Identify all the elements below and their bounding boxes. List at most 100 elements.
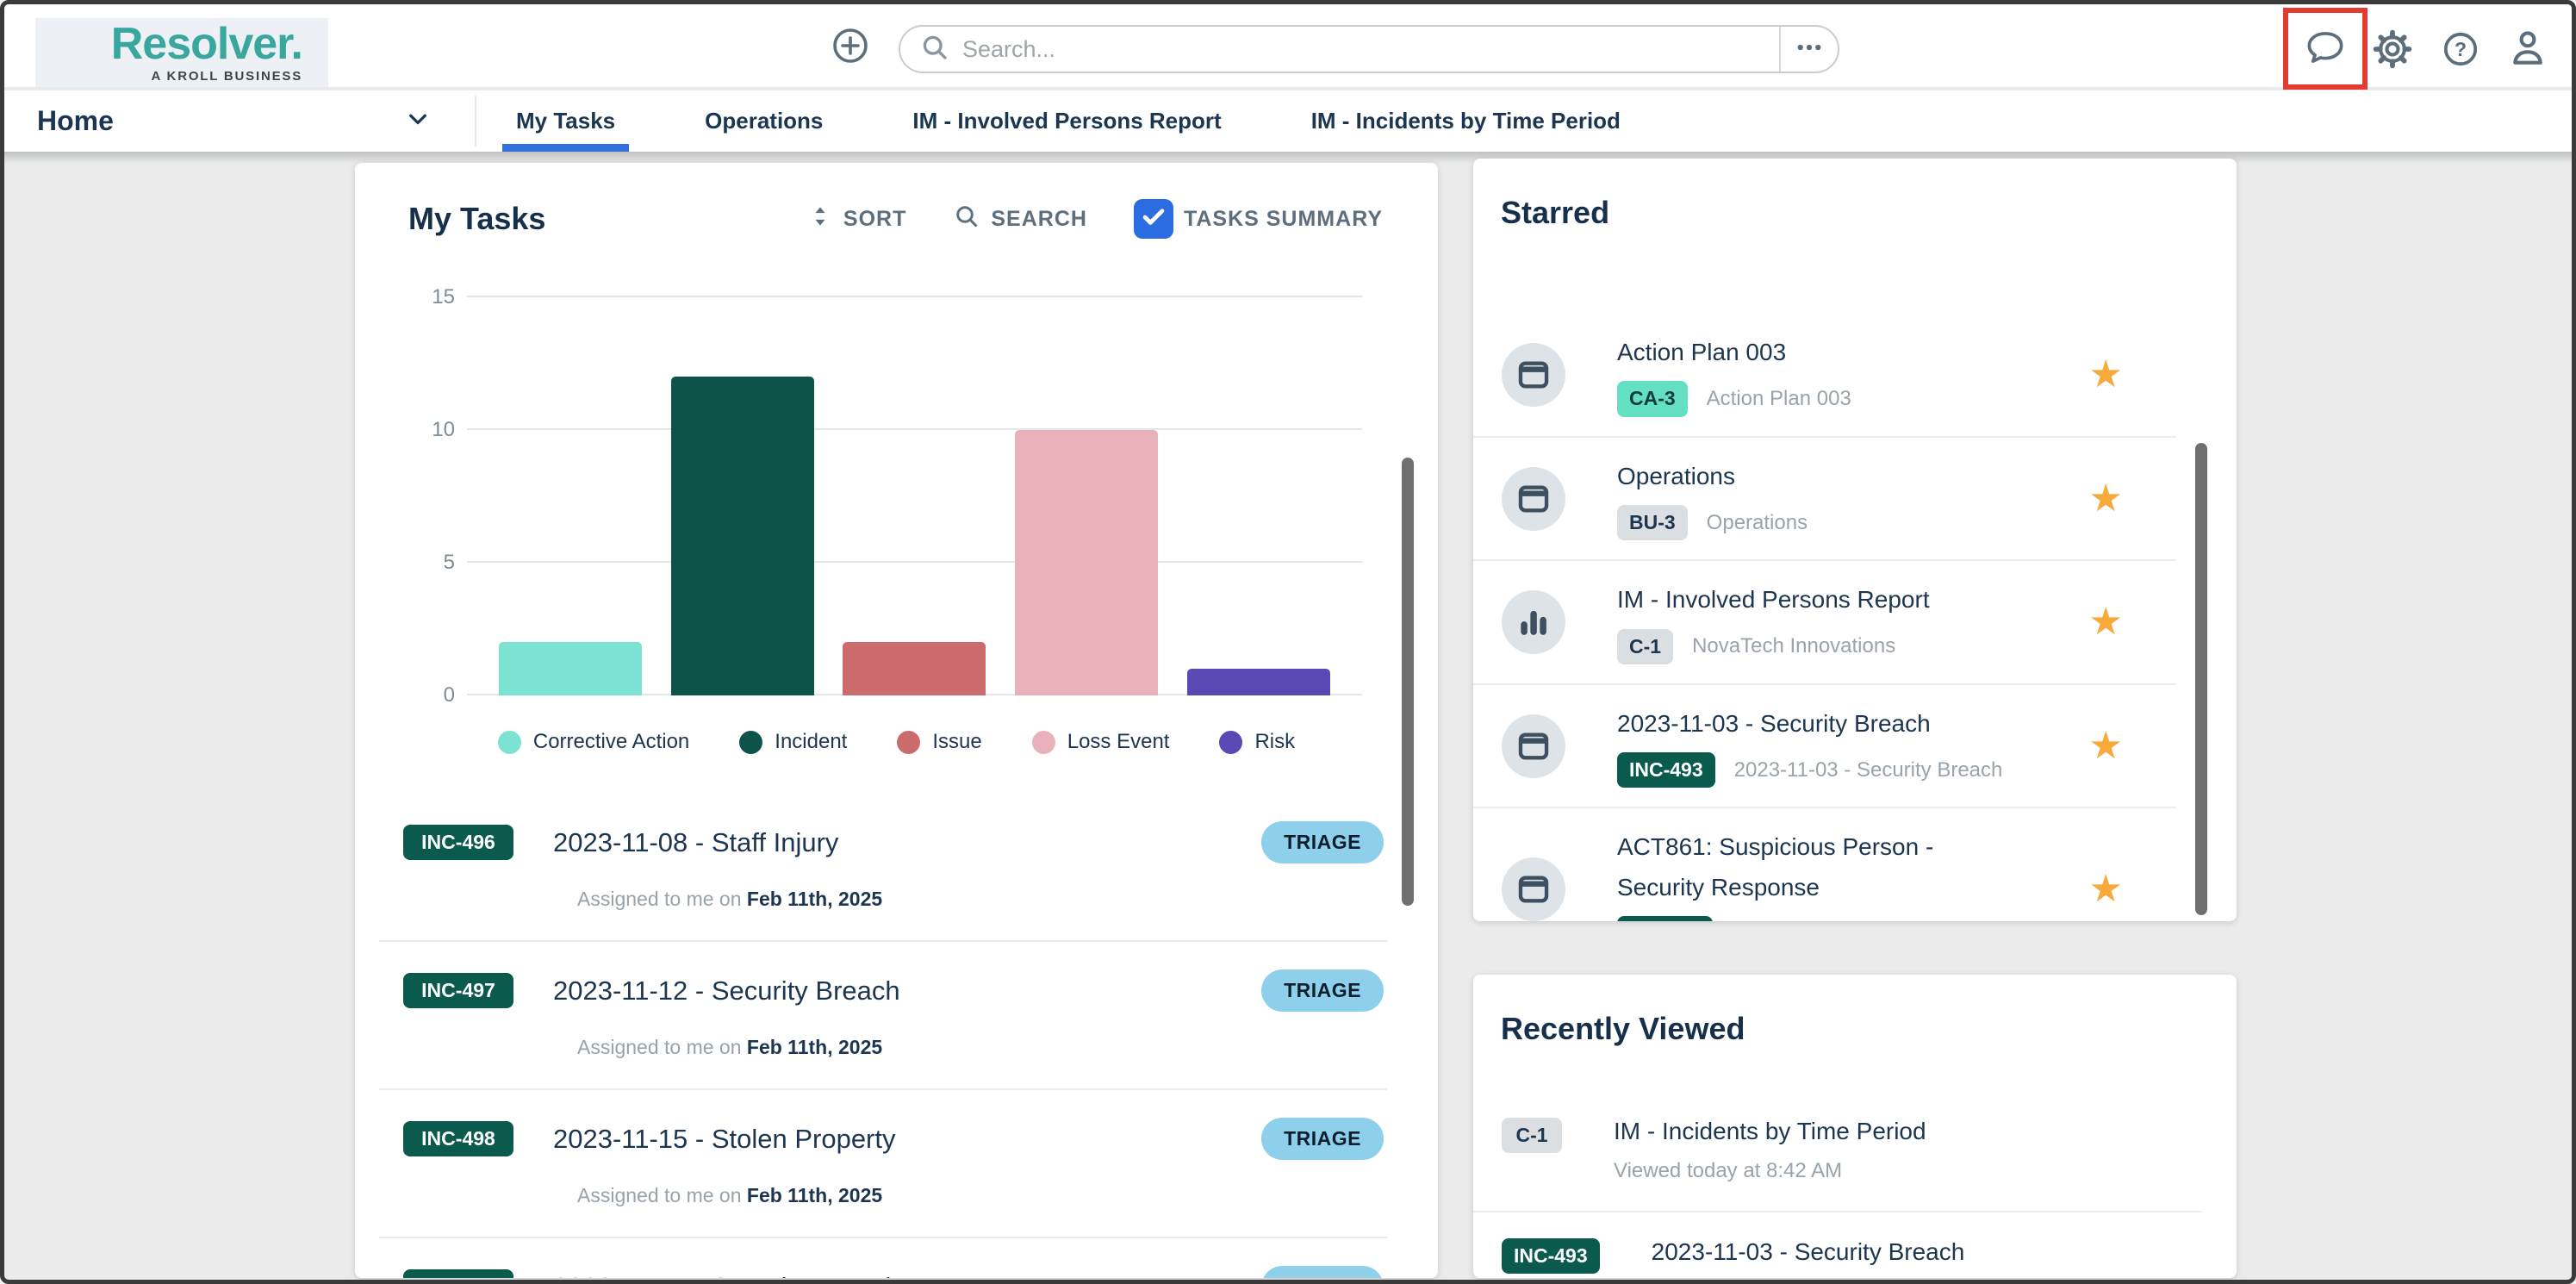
legend-label: Issue (932, 730, 982, 753)
create-new-button[interactable] (830, 26, 871, 67)
chart-bar-slot (1015, 297, 1159, 695)
starred-item[interactable]: ACT861: Suspicious Person - Security Res… (1473, 807, 2176, 921)
annotation-highlight-box (2283, 8, 2368, 90)
task-title: 2023-11-17 - Security Breach (553, 1272, 1261, 1279)
starred-item[interactable]: 2023-11-03 - Security Breach INC-493 2023-… (1473, 683, 2176, 807)
chart-bar-loss-event (1015, 430, 1159, 695)
tasks-summary-toggle[interactable]: TASKS SUMMARY (1133, 199, 1383, 239)
sort-button[interactable]: SORT (807, 203, 906, 235)
tab-operations[interactable]: Operations (705, 108, 824, 134)
star-icon[interactable]: ★ (2088, 868, 2123, 911)
starred-list: Action Plan 003 CA-3 Action Plan 003 ★ Opera… (1473, 314, 2176, 921)
starred-scrollbar[interactable] (2195, 443, 2207, 915)
task-id-badge: INC-497 (403, 972, 513, 1009)
sort-icon (807, 203, 833, 235)
task-list: INC-496 2023-11-08 - Staff Injury TRIAGE As… (379, 794, 1387, 1278)
my-tasks-controls: SORT SEARCH TASKS SUMMARY (807, 199, 1383, 239)
recent-item-badge: INC-493 (1502, 1238, 1600, 1275)
search-divider (1779, 27, 1781, 72)
star-icon[interactable]: ★ (2088, 477, 2123, 520)
nav-divider (475, 96, 476, 146)
tasks-summary-checkbox[interactable] (1133, 199, 1173, 239)
search-label: SEARCH (991, 206, 1087, 231)
user-account-button[interactable] (2505, 27, 2550, 72)
recent-item-title: 2023-11-03 - Security Breach (1651, 1238, 1965, 1265)
person-icon (2505, 26, 2550, 73)
my-tasks-header: My Tasks SORT SEARCH (355, 163, 1438, 239)
star-icon[interactable]: ★ (2088, 353, 2123, 396)
legend-item-loss-event: Loss Event (1031, 730, 1170, 754)
legend-item-incident: Incident (739, 730, 847, 754)
tab-im-incidents-by-time-period[interactable]: IM - Incidents by Time Period (1310, 108, 1621, 134)
starred-item[interactable]: Operations BU-3 Operations ★ (1473, 436, 2176, 559)
legend-swatch (1031, 730, 1055, 754)
task-search-button[interactable]: SEARCH (953, 203, 1087, 236)
search-options-button[interactable] (1781, 27, 1838, 72)
task-row[interactable]: INC-497 2023-11-12 - Security Breach TRIAG… (379, 940, 1387, 1088)
home-dropdown-label: Home (37, 105, 114, 136)
help-button[interactable]: ? (2440, 29, 2481, 71)
recent-item-badge: C-1 (1502, 1118, 1562, 1154)
starred-item-title: ACT861: Suspicious Person - Security Res… (1617, 833, 1934, 901)
task-row[interactable]: INC-496 2023-11-08 - Staff Injury TRIAGE As… (379, 794, 1387, 940)
recently-viewed-item[interactable]: C-1 IM - Incidents by Time Period Viewed t… (1473, 1092, 2202, 1211)
y-axis-label: 15 (432, 285, 455, 309)
recently-viewed-title: Recently Viewed (1501, 1011, 1745, 1046)
sort-label: SORT (843, 206, 907, 231)
starred-item-title: Action Plan 003 (1617, 339, 1787, 366)
recent-item-title: IM - Incidents by Time Period (1614, 1118, 1926, 1144)
tasks-summary-chart: 0 5 10 15 (432, 285, 1362, 707)
tasks-summary-label: TASKS SUMMARY (1183, 206, 1383, 231)
task-assigned-text: Assigned to me on Feb 11th, 2025 (577, 888, 883, 910)
resolver-logo[interactable]: Resolver. A KROLL BUSINESS (35, 18, 328, 87)
my-tasks-scrollbar[interactable] (1402, 458, 1414, 906)
starred-item-subtitle: NovaTech Innovations (1692, 634, 1896, 658)
starred-title: Starred (1501, 195, 1610, 230)
nav-row: Home My Tasks Operations IM - Involved Per… (4, 90, 2572, 152)
svg-text:?: ? (2455, 38, 2467, 60)
starred-item[interactable]: IM - Involved Persons Report C-1 NovaTech … (1473, 559, 2176, 683)
task-row[interactable]: INC-498 2023-11-15 - Stolen Property TRIAG… (379, 1088, 1387, 1237)
starred-item-title: Operations (1617, 463, 1735, 489)
chart-bar-slot (1187, 297, 1331, 695)
recently-viewed-list: C-1 IM - Incidents by Time Period Viewed t… (1473, 1092, 2202, 1278)
logo-wordmark: Resolver. (110, 19, 303, 69)
search-input[interactable] (962, 27, 1779, 72)
home-dropdown[interactable]: Home (4, 90, 475, 152)
task-title: 2023-11-08 - Staff Injury (553, 826, 839, 857)
task-status-pill: TRIAGE (1261, 969, 1384, 1012)
chart-bar-issue (843, 642, 986, 695)
chart-bars (467, 297, 1362, 695)
chat-button[interactable] (2303, 25, 2348, 72)
tab-bar: My Tasks Operations IM - Involved Persons … (502, 90, 1696, 152)
check-icon (1139, 202, 1168, 237)
tab-im-involved-persons-report[interactable]: IM - Involved Persons Report (912, 108, 1222, 134)
chart-bar-risk (1187, 669, 1331, 695)
legend-swatch (739, 730, 763, 754)
my-tasks-card: My Tasks SORT SEARCH (355, 163, 1438, 1278)
star-icon[interactable]: ★ (2088, 724, 2123, 767)
starred-header: Starred (1473, 159, 2237, 231)
legend-swatch (897, 730, 921, 754)
settings-button[interactable] (2370, 28, 2415, 72)
legend-label: Loss Event (1067, 730, 1170, 753)
my-tasks-title: My Tasks (408, 201, 546, 236)
legend-item-corrective-action: Corrective Action (497, 730, 689, 754)
chart-gridline (467, 296, 1362, 297)
legend-label: Incident (775, 730, 848, 753)
star-icon[interactable]: ★ (2088, 601, 2123, 644)
tab-my-tasks[interactable]: My Tasks (502, 90, 630, 152)
ellipsis-icon (1793, 31, 1826, 68)
task-row[interactable]: INC-499 2023-11-17 - Security BreachTRIAG… (379, 1237, 1387, 1278)
search-icon (953, 203, 980, 236)
task-id-badge: INC-499 (403, 1268, 513, 1278)
starred-item[interactable]: Action Plan 003 CA-3 Action Plan 003 ★ (1473, 314, 2176, 436)
task-status-pill: TRIAGE (1261, 1118, 1384, 1160)
task-status-pill: TRIAGE (1261, 1266, 1384, 1278)
starred-item-badge: CA-3 (1617, 381, 1688, 417)
global-search-bar[interactable] (899, 25, 1839, 73)
logo-tagline: A KROLL BUSINESS (151, 69, 302, 84)
chat-icon (2303, 25, 2348, 72)
starred-item-badge: INC-493 (1617, 752, 1715, 788)
